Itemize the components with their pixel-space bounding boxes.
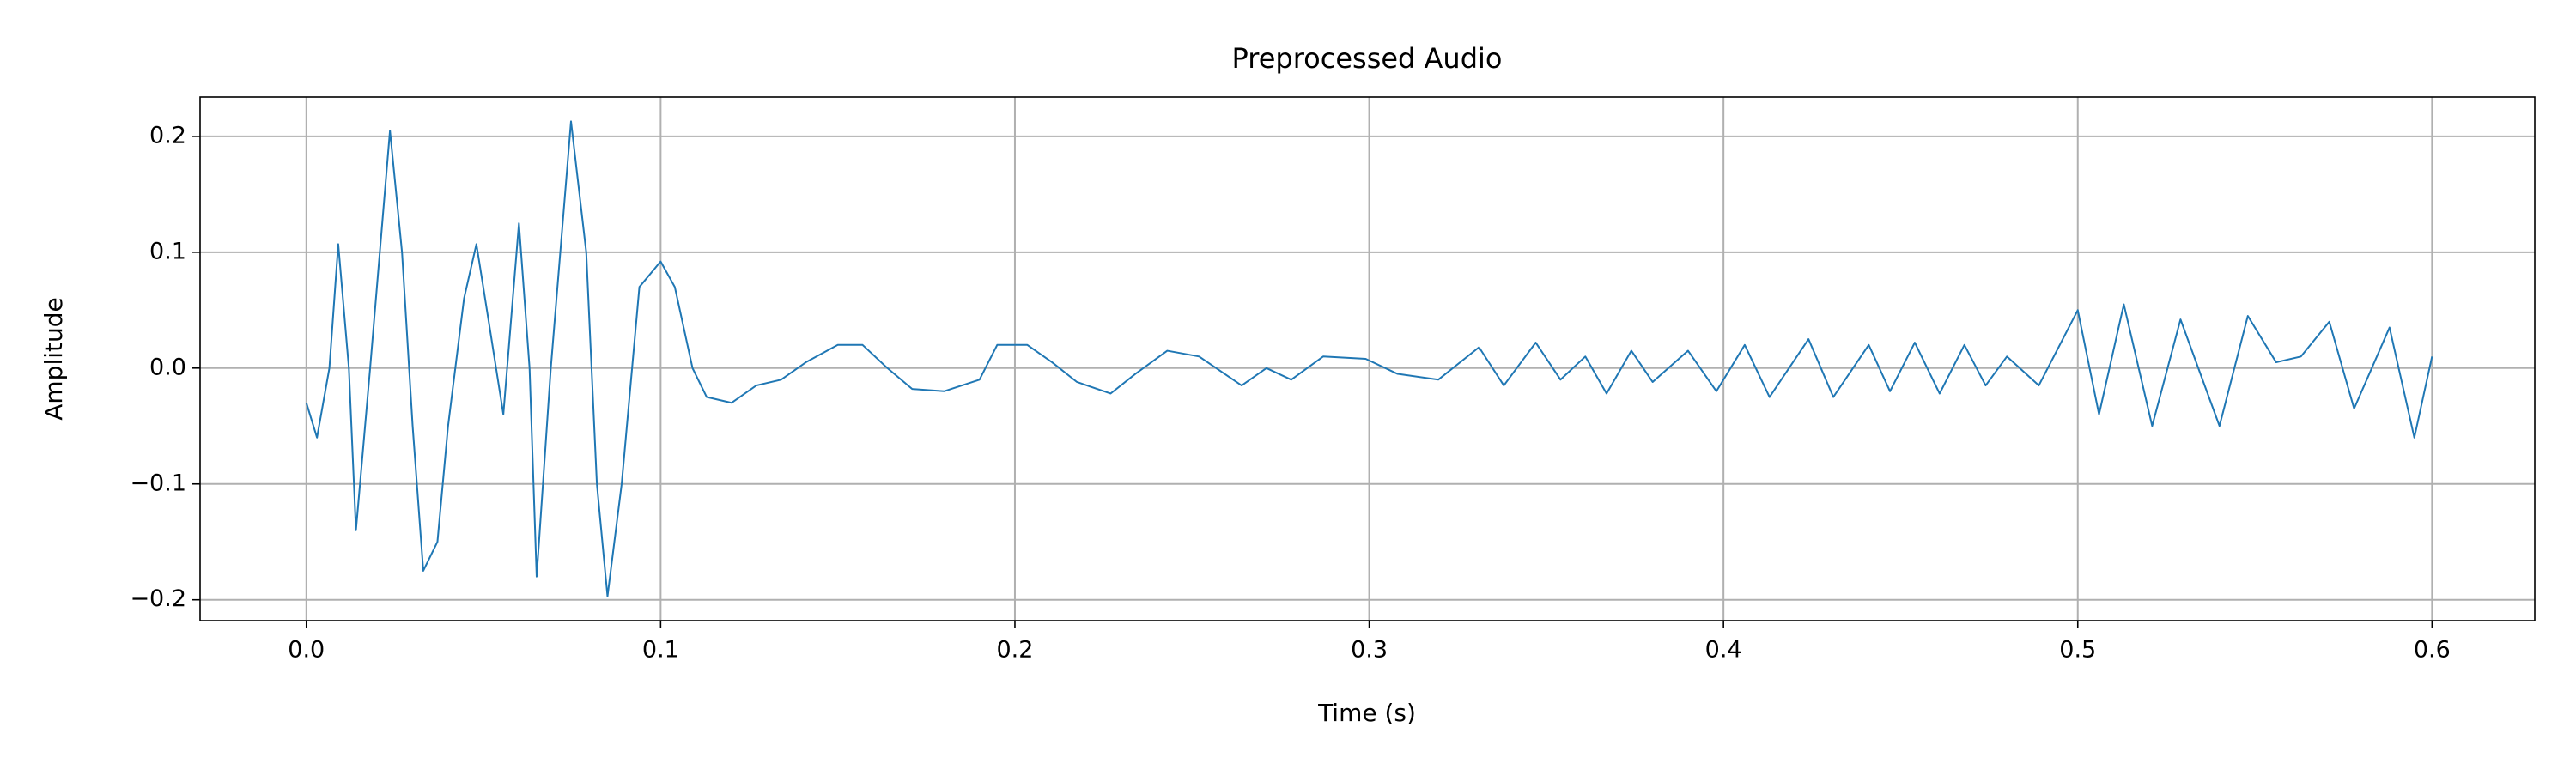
x-tick-label: 0.1 <box>642 637 679 664</box>
x-tick-label: 0.0 <box>288 637 325 664</box>
y-tick-label: 0.2 <box>149 122 186 149</box>
y-tick-label: 0.0 <box>149 354 186 380</box>
x-tick-label: 0.6 <box>2414 637 2451 664</box>
y-tick-label: −0.1 <box>130 470 186 496</box>
y-tick-label: −0.2 <box>130 585 186 612</box>
y-tick-label: 0.1 <box>149 238 186 264</box>
x-axis-label: Time (s) <box>1317 699 1416 727</box>
y-axis-label: Amplitude <box>39 297 68 421</box>
waveform-line <box>305 120 2433 597</box>
plot-frame <box>199 96 2536 621</box>
chart-title: Preprocessed Audio <box>1232 42 1503 75</box>
x-tick-label: 0.5 <box>2059 637 2096 664</box>
x-tick-label: 0.2 <box>996 637 1033 664</box>
x-tick-label: 0.3 <box>1351 637 1388 664</box>
x-tick-label: 0.4 <box>1705 637 1742 664</box>
